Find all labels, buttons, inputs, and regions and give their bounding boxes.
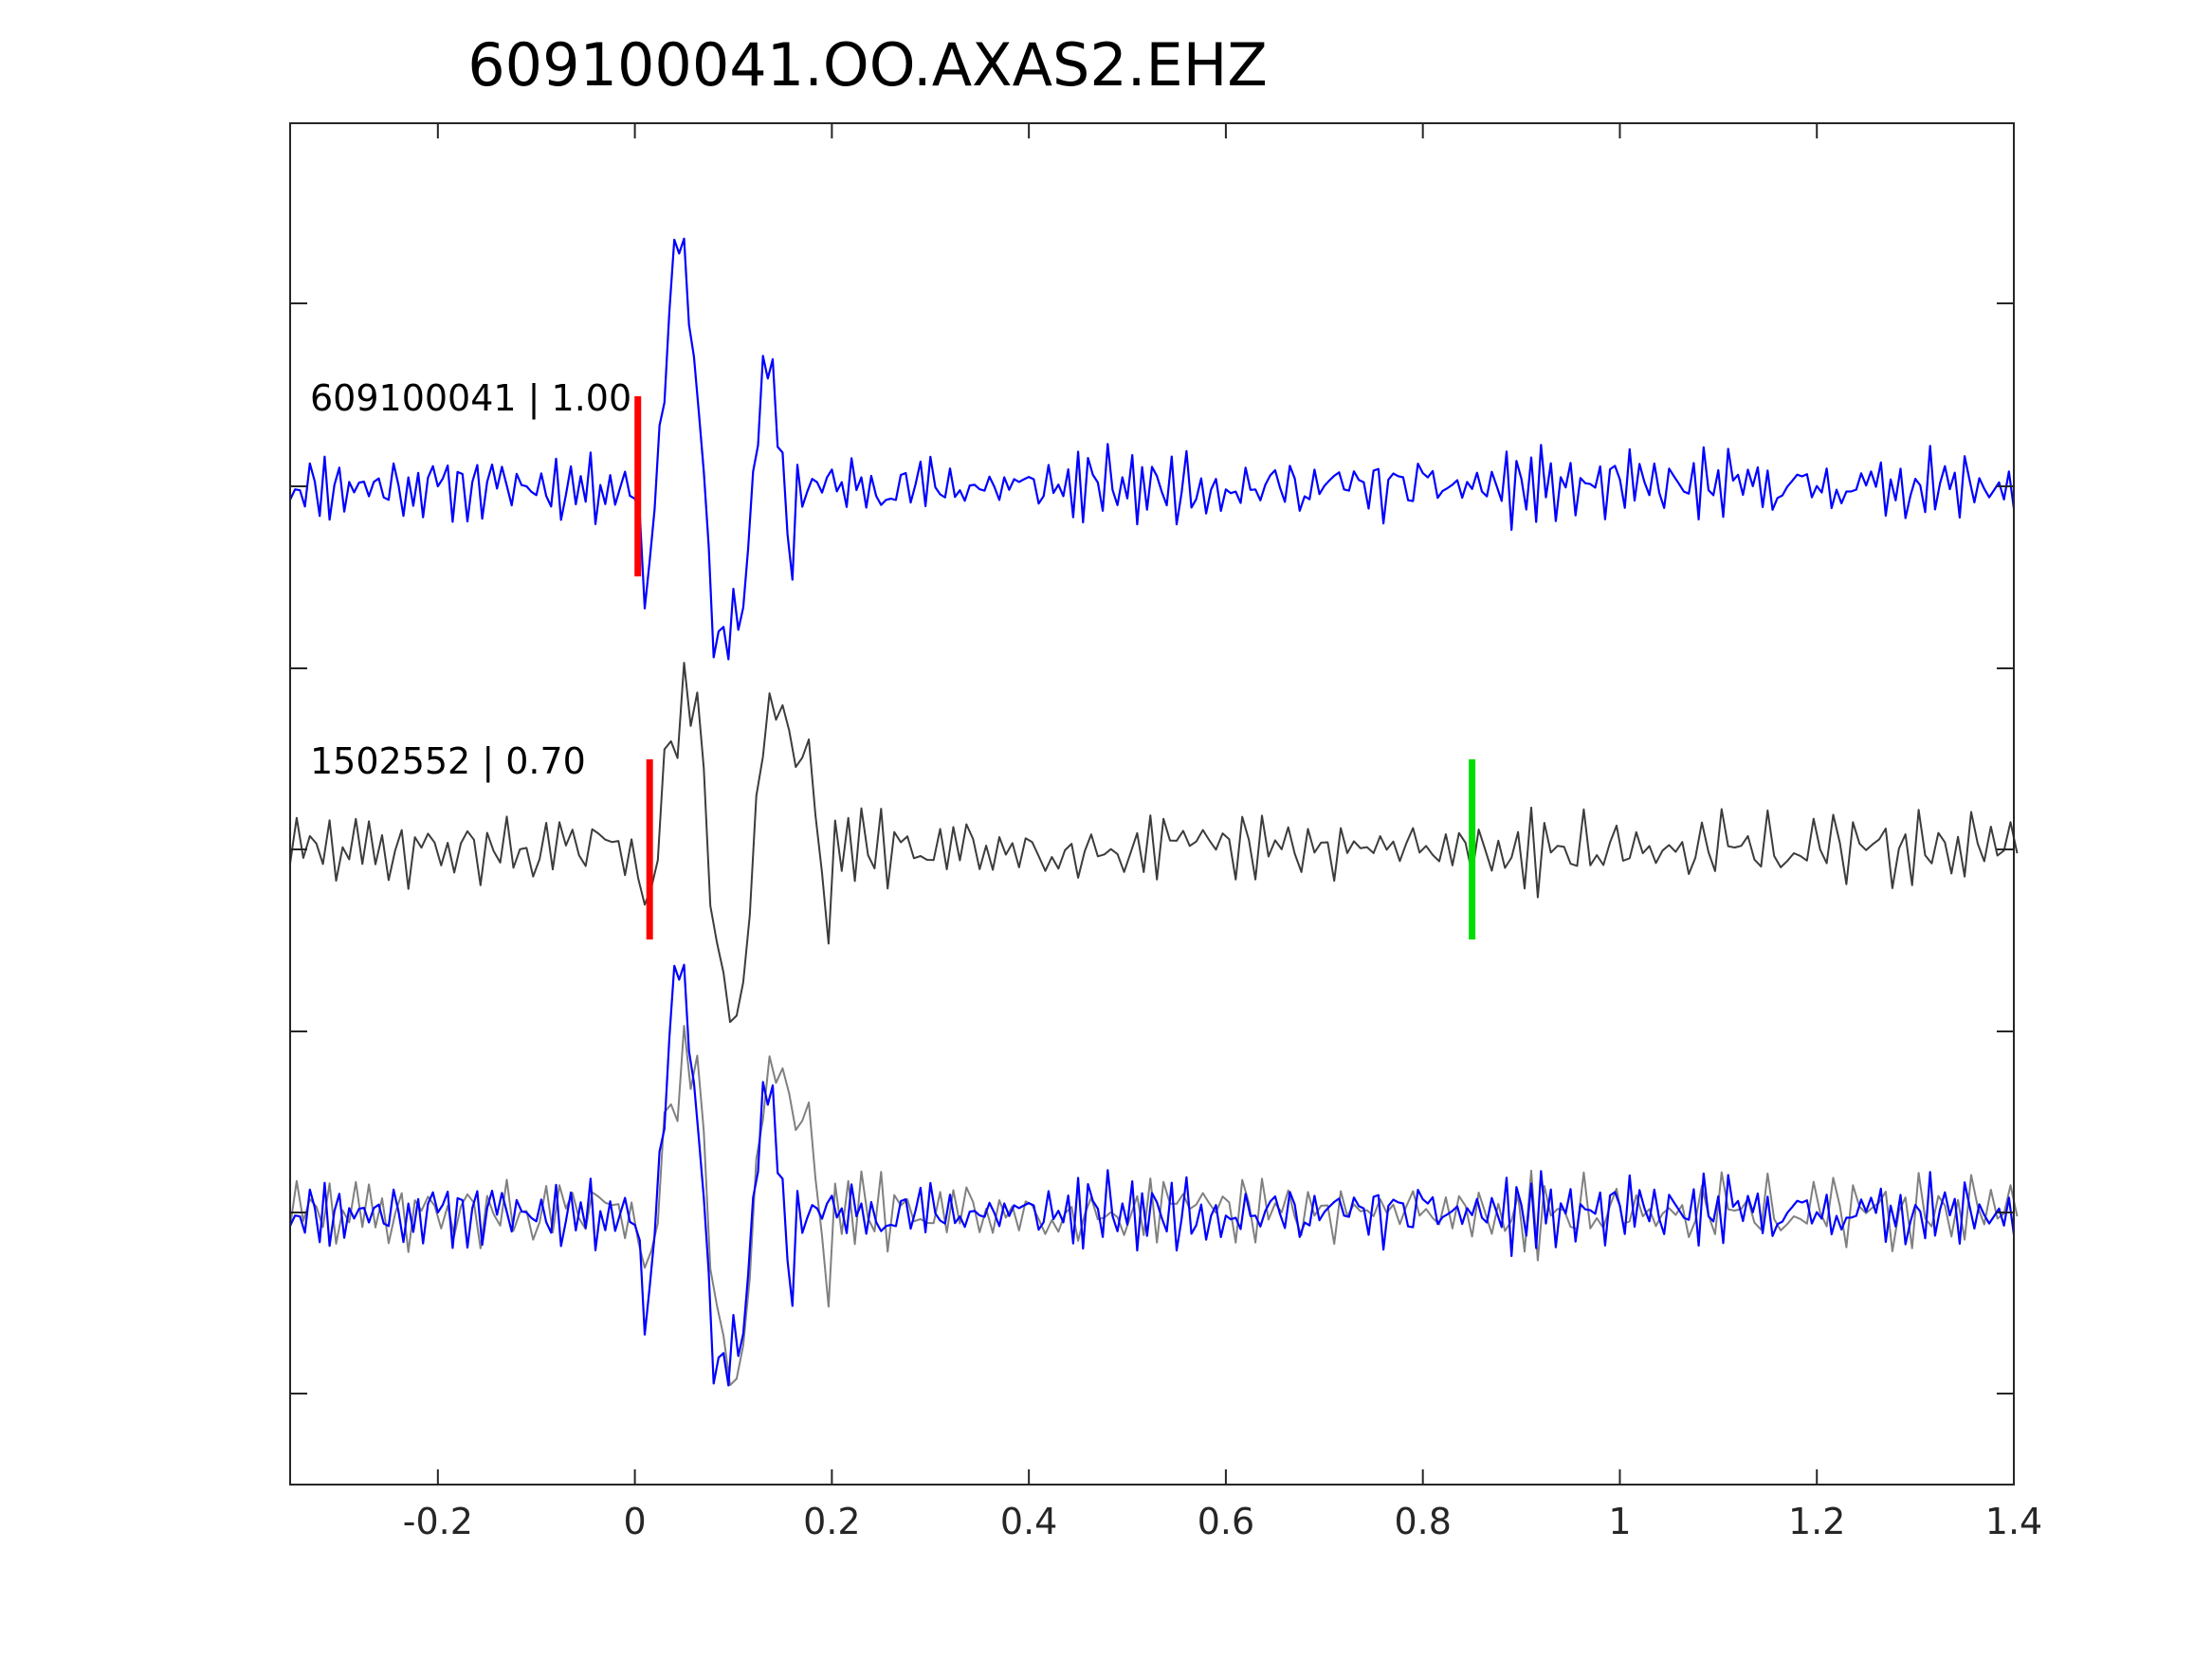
trace-labels-layer: 609100041 | 1.00 1502552 | 0.70 bbox=[310, 377, 631, 783]
x-tick-label: 0.2 bbox=[803, 1501, 860, 1542]
trace-bottom-3 bbox=[289, 963, 2016, 1387]
x-tick-label: -0.2 bbox=[403, 1501, 473, 1542]
axis-ticks-layer: -0.2 0 0.2 0.4 0.6 0.8 1 1.2 1.4 bbox=[290, 123, 2042, 1542]
x-tick-label: 1.4 bbox=[1985, 1501, 2042, 1542]
trace-middle-1 bbox=[289, 662, 2019, 1024]
pick-markers-layer bbox=[634, 396, 1476, 939]
x-tick-label: 1.2 bbox=[1788, 1501, 1845, 1542]
trace-label-middle: 1502552 | 0.70 bbox=[310, 740, 586, 783]
x-tick-label: 0.6 bbox=[1197, 1501, 1254, 1542]
plot-area-frame bbox=[289, 122, 2015, 1486]
traces-layer bbox=[289, 237, 2019, 1387]
chart-title: 609100041.OO.AXAS2.EHZ bbox=[467, 30, 1268, 100]
trace-top-0 bbox=[289, 237, 2016, 661]
x-tick-label: 0 bbox=[624, 1501, 647, 1542]
x-tick-label: 0.8 bbox=[1394, 1501, 1451, 1542]
x-tick-label: 0.4 bbox=[1000, 1501, 1057, 1542]
trace-label-top: 609100041 | 1.00 bbox=[310, 377, 631, 420]
x-tick-label: 1 bbox=[1608, 1501, 1631, 1542]
